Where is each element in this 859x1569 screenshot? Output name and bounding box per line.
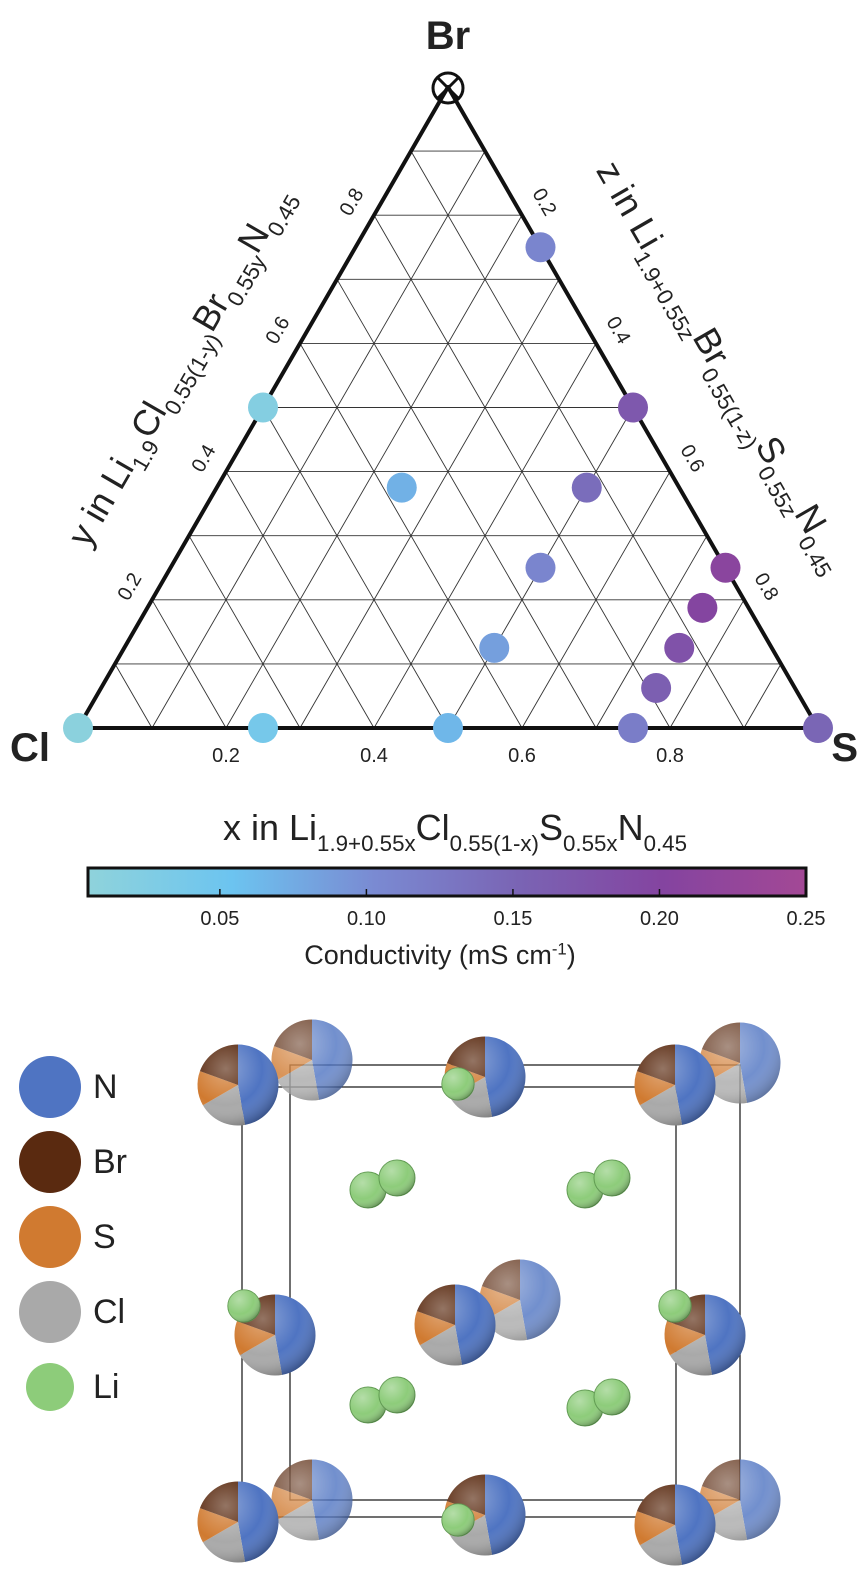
grid-line [225, 471, 375, 729]
y-tick-label: 0.8 [336, 185, 369, 220]
li-atom [227, 1289, 261, 1323]
x-tick-label: 0.8 [656, 745, 684, 767]
grid-line [151, 150, 486, 729]
li-atom [593, 1378, 631, 1416]
grid-line [521, 471, 671, 729]
grid-line [299, 279, 560, 729]
data-point [248, 392, 278, 423]
data-point [803, 713, 833, 743]
data-point [63, 713, 93, 743]
data-point [571, 472, 602, 503]
z-axis-label-part: z in Li [589, 154, 672, 256]
grid [114, 150, 782, 729]
x-tick-label: 0.2 [212, 745, 240, 767]
li-atom [378, 1376, 416, 1414]
data-point [687, 592, 718, 623]
x-axis-label-part: x in Li [223, 807, 317, 848]
data-point [525, 232, 556, 263]
atom [634, 1044, 716, 1126]
data-point [248, 713, 278, 743]
x-axis-label-part: S [539, 807, 563, 848]
colorbar-tick-label: 0.25 [787, 908, 826, 930]
data-point [386, 472, 417, 503]
legend-label: Li [93, 1368, 119, 1406]
z-axis-label-script: 0.55(1-z) [696, 364, 762, 454]
colorbar-label-part: ) [567, 940, 576, 970]
legend-swatch [26, 1363, 74, 1411]
colorbar-label-script: -1 [552, 940, 567, 959]
colorbar [86, 866, 808, 898]
legend-label: S [93, 1218, 116, 1256]
x-axis-label-part: N [618, 807, 644, 848]
y-axis-label-script: 0.55(1-y) [159, 329, 225, 419]
atom [414, 1284, 496, 1366]
corner-label: Cl [10, 726, 50, 770]
y-tick-label: 0.2 [114, 569, 147, 604]
legend-label: Br [93, 1143, 127, 1181]
li-atom [441, 1067, 475, 1101]
data-point [479, 632, 510, 663]
grid-line [336, 279, 597, 729]
z-axis-label-script: 1.9+0.55z [629, 247, 700, 345]
li-atom [378, 1159, 416, 1197]
li-atom [658, 1289, 692, 1323]
grid-line [262, 407, 449, 729]
colorbar-label-part: Conductivity (mS cm [304, 940, 552, 970]
legend-label: Cl [93, 1293, 125, 1331]
atom [271, 1459, 353, 1541]
y-tick-label: 0.4 [188, 441, 221, 476]
data-point [618, 713, 648, 743]
atom [197, 1481, 279, 1563]
colorbar-tick-label: 0.10 [347, 908, 386, 930]
x-tick-label: 0.6 [508, 745, 536, 767]
li-atom [441, 1503, 475, 1537]
colorbar-label: Conductivity (mS cm-1) [304, 940, 575, 970]
x-axis-label: x in Li1.9+0.55xCl0.55(1-x)S0.55xN0.45 [223, 807, 687, 856]
atom [271, 1019, 353, 1101]
x-axis-label-script: 0.55(1-x) [450, 831, 539, 856]
colorbar-tick-label: 0.15 [493, 908, 532, 930]
data-point [664, 632, 695, 663]
grid-line [410, 150, 745, 729]
z-tick-label: 0.8 [750, 569, 783, 604]
y-tick-label: 0.6 [262, 313, 295, 348]
atom [197, 1044, 279, 1126]
data-point [641, 672, 672, 703]
crystal-structure [197, 1019, 781, 1566]
grid-line [595, 535, 708, 729]
data-point [525, 552, 556, 583]
grid-line [669, 599, 745, 729]
x-tick-label: 0.4 [360, 745, 388, 767]
y-axis-label: y in Li1.9Cl0.55(1-y)Br0.55yN0.45 [59, 179, 305, 557]
vertex-marker [431, 71, 465, 105]
data-point [433, 713, 463, 743]
data-point [710, 552, 741, 583]
data-point [618, 392, 648, 423]
x-axis-label-part: Cl [416, 807, 450, 848]
z-tick-label: 0.6 [676, 441, 709, 476]
y-axis-label-part: y in Li [59, 451, 142, 553]
colorbar-tick-label: 0.05 [200, 908, 239, 930]
colorbar-tick-label: 0.20 [640, 908, 679, 930]
legend-swatch [19, 1206, 81, 1268]
corner-label: S [831, 726, 858, 770]
atom [634, 1484, 716, 1566]
legend-swatch [19, 1131, 81, 1193]
z-axis-label: z in Li1.9+0.55zBr0.55(1-z)S0.55zN0.45 [582, 154, 857, 582]
grid-line [188, 535, 301, 729]
x-axis-label-script: 0.45 [644, 831, 687, 856]
legend-swatch [19, 1056, 81, 1118]
x-axis-label-script: 1.9+0.55x [317, 831, 416, 856]
legend-label: N [93, 1068, 118, 1106]
legend-swatch [19, 1281, 81, 1343]
x-axis-label-script: 0.55x [563, 831, 618, 856]
grid-line [743, 663, 782, 729]
z-tick-label: 0.2 [528, 185, 561, 220]
grid-line [151, 599, 227, 729]
grid-line [114, 663, 153, 729]
corner-label: Br [426, 14, 470, 58]
z-tick-label: 0.4 [602, 313, 635, 348]
li-atom [593, 1159, 631, 1197]
